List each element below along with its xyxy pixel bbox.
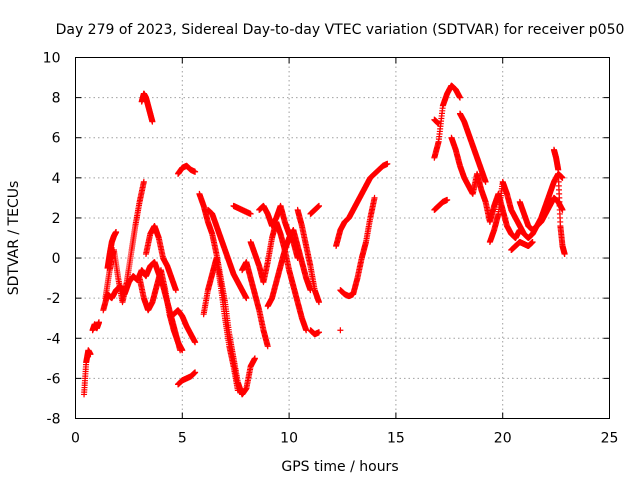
data-point bbox=[337, 327, 344, 334]
series-s19 bbox=[264, 226, 314, 310]
series-s31 bbox=[486, 170, 566, 246]
series-s4 bbox=[102, 178, 147, 306]
data-point bbox=[179, 347, 186, 354]
data-point bbox=[192, 168, 199, 175]
data-point bbox=[384, 160, 391, 167]
data-point bbox=[251, 355, 258, 362]
series-s8 bbox=[138, 90, 156, 125]
series-s11 bbox=[175, 162, 199, 177]
series-s24 bbox=[337, 194, 378, 300]
series-s16 bbox=[239, 259, 271, 350]
series-s6 bbox=[136, 267, 186, 354]
data-point bbox=[561, 251, 568, 258]
x-tick-label: 5 bbox=[178, 431, 187, 447]
x-tick-label: 15 bbox=[387, 431, 405, 447]
series-s34 bbox=[550, 146, 568, 258]
series-s30 bbox=[456, 110, 489, 185]
series-s32 bbox=[516, 194, 566, 233]
y-tick-label: -6 bbox=[47, 371, 61, 387]
series-s7 bbox=[142, 222, 179, 294]
data-point bbox=[87, 351, 94, 358]
x-tick-label: 10 bbox=[280, 431, 298, 447]
series-s1 bbox=[81, 347, 94, 398]
series-s5 bbox=[104, 228, 120, 272]
series-s33 bbox=[508, 239, 536, 254]
y-tick-label: -4 bbox=[47, 331, 61, 347]
data-point bbox=[95, 319, 102, 326]
data-point bbox=[247, 210, 254, 217]
data-point bbox=[316, 202, 323, 209]
data-point bbox=[444, 196, 451, 203]
y-tick-label: 10 bbox=[43, 51, 61, 67]
data-point bbox=[192, 339, 199, 346]
series-s26 bbox=[431, 82, 463, 161]
y-tick-label: 8 bbox=[52, 91, 61, 107]
series-s22 bbox=[307, 202, 323, 217]
series-s29 bbox=[448, 134, 523, 241]
series-s20 bbox=[294, 206, 323, 306]
data-point bbox=[456, 94, 463, 101]
data-point bbox=[529, 239, 536, 246]
data-point bbox=[113, 228, 120, 235]
data-point bbox=[192, 369, 199, 376]
data-point bbox=[482, 178, 489, 185]
y-tick-label: -8 bbox=[47, 412, 61, 428]
data-point bbox=[316, 299, 323, 306]
x-tick-label: 25 bbox=[601, 431, 619, 447]
series-s14 bbox=[200, 255, 241, 394]
series-s21 bbox=[307, 327, 323, 338]
y-tick-label: 4 bbox=[52, 171, 61, 187]
series-s25 bbox=[337, 327, 344, 334]
plot-frame bbox=[75, 57, 610, 419]
axis-ticks: 0 5 10 15 20 25 -8 -6 -4 -2 0 2 4 6 8 10 bbox=[43, 51, 619, 447]
y-tick-label: 6 bbox=[52, 131, 61, 147]
data-point bbox=[172, 287, 179, 294]
chart-title: Day 279 of 2023, Sidereal Day-to-day VTE… bbox=[56, 22, 625, 38]
y-tick-label: -2 bbox=[47, 291, 61, 307]
series-s10 bbox=[170, 307, 199, 346]
y-axis-label: SDTVAR / TECUs bbox=[6, 181, 22, 296]
series-s13 bbox=[204, 206, 250, 302]
data-point bbox=[435, 120, 442, 127]
x-tick-label: 0 bbox=[71, 431, 80, 447]
x-axis-label: GPS time / hours bbox=[281, 459, 398, 475]
data-point bbox=[234, 387, 241, 394]
data-point bbox=[316, 329, 323, 336]
series-s27 bbox=[431, 196, 451, 213]
data-point bbox=[371, 194, 378, 201]
y-tick-label: 0 bbox=[52, 251, 61, 267]
data-point bbox=[149, 118, 156, 125]
data-point bbox=[264, 343, 271, 350]
series-s15 bbox=[230, 202, 254, 217]
data-point bbox=[140, 178, 147, 185]
series-s23 bbox=[333, 160, 391, 250]
series-s2 bbox=[89, 319, 102, 334]
data-points bbox=[81, 82, 568, 398]
series-s28 bbox=[431, 116, 442, 127]
data-point bbox=[243, 295, 250, 302]
x-tick-label: 20 bbox=[494, 431, 512, 447]
series-s9 bbox=[175, 369, 199, 388]
y-tick-label: 2 bbox=[52, 211, 61, 227]
